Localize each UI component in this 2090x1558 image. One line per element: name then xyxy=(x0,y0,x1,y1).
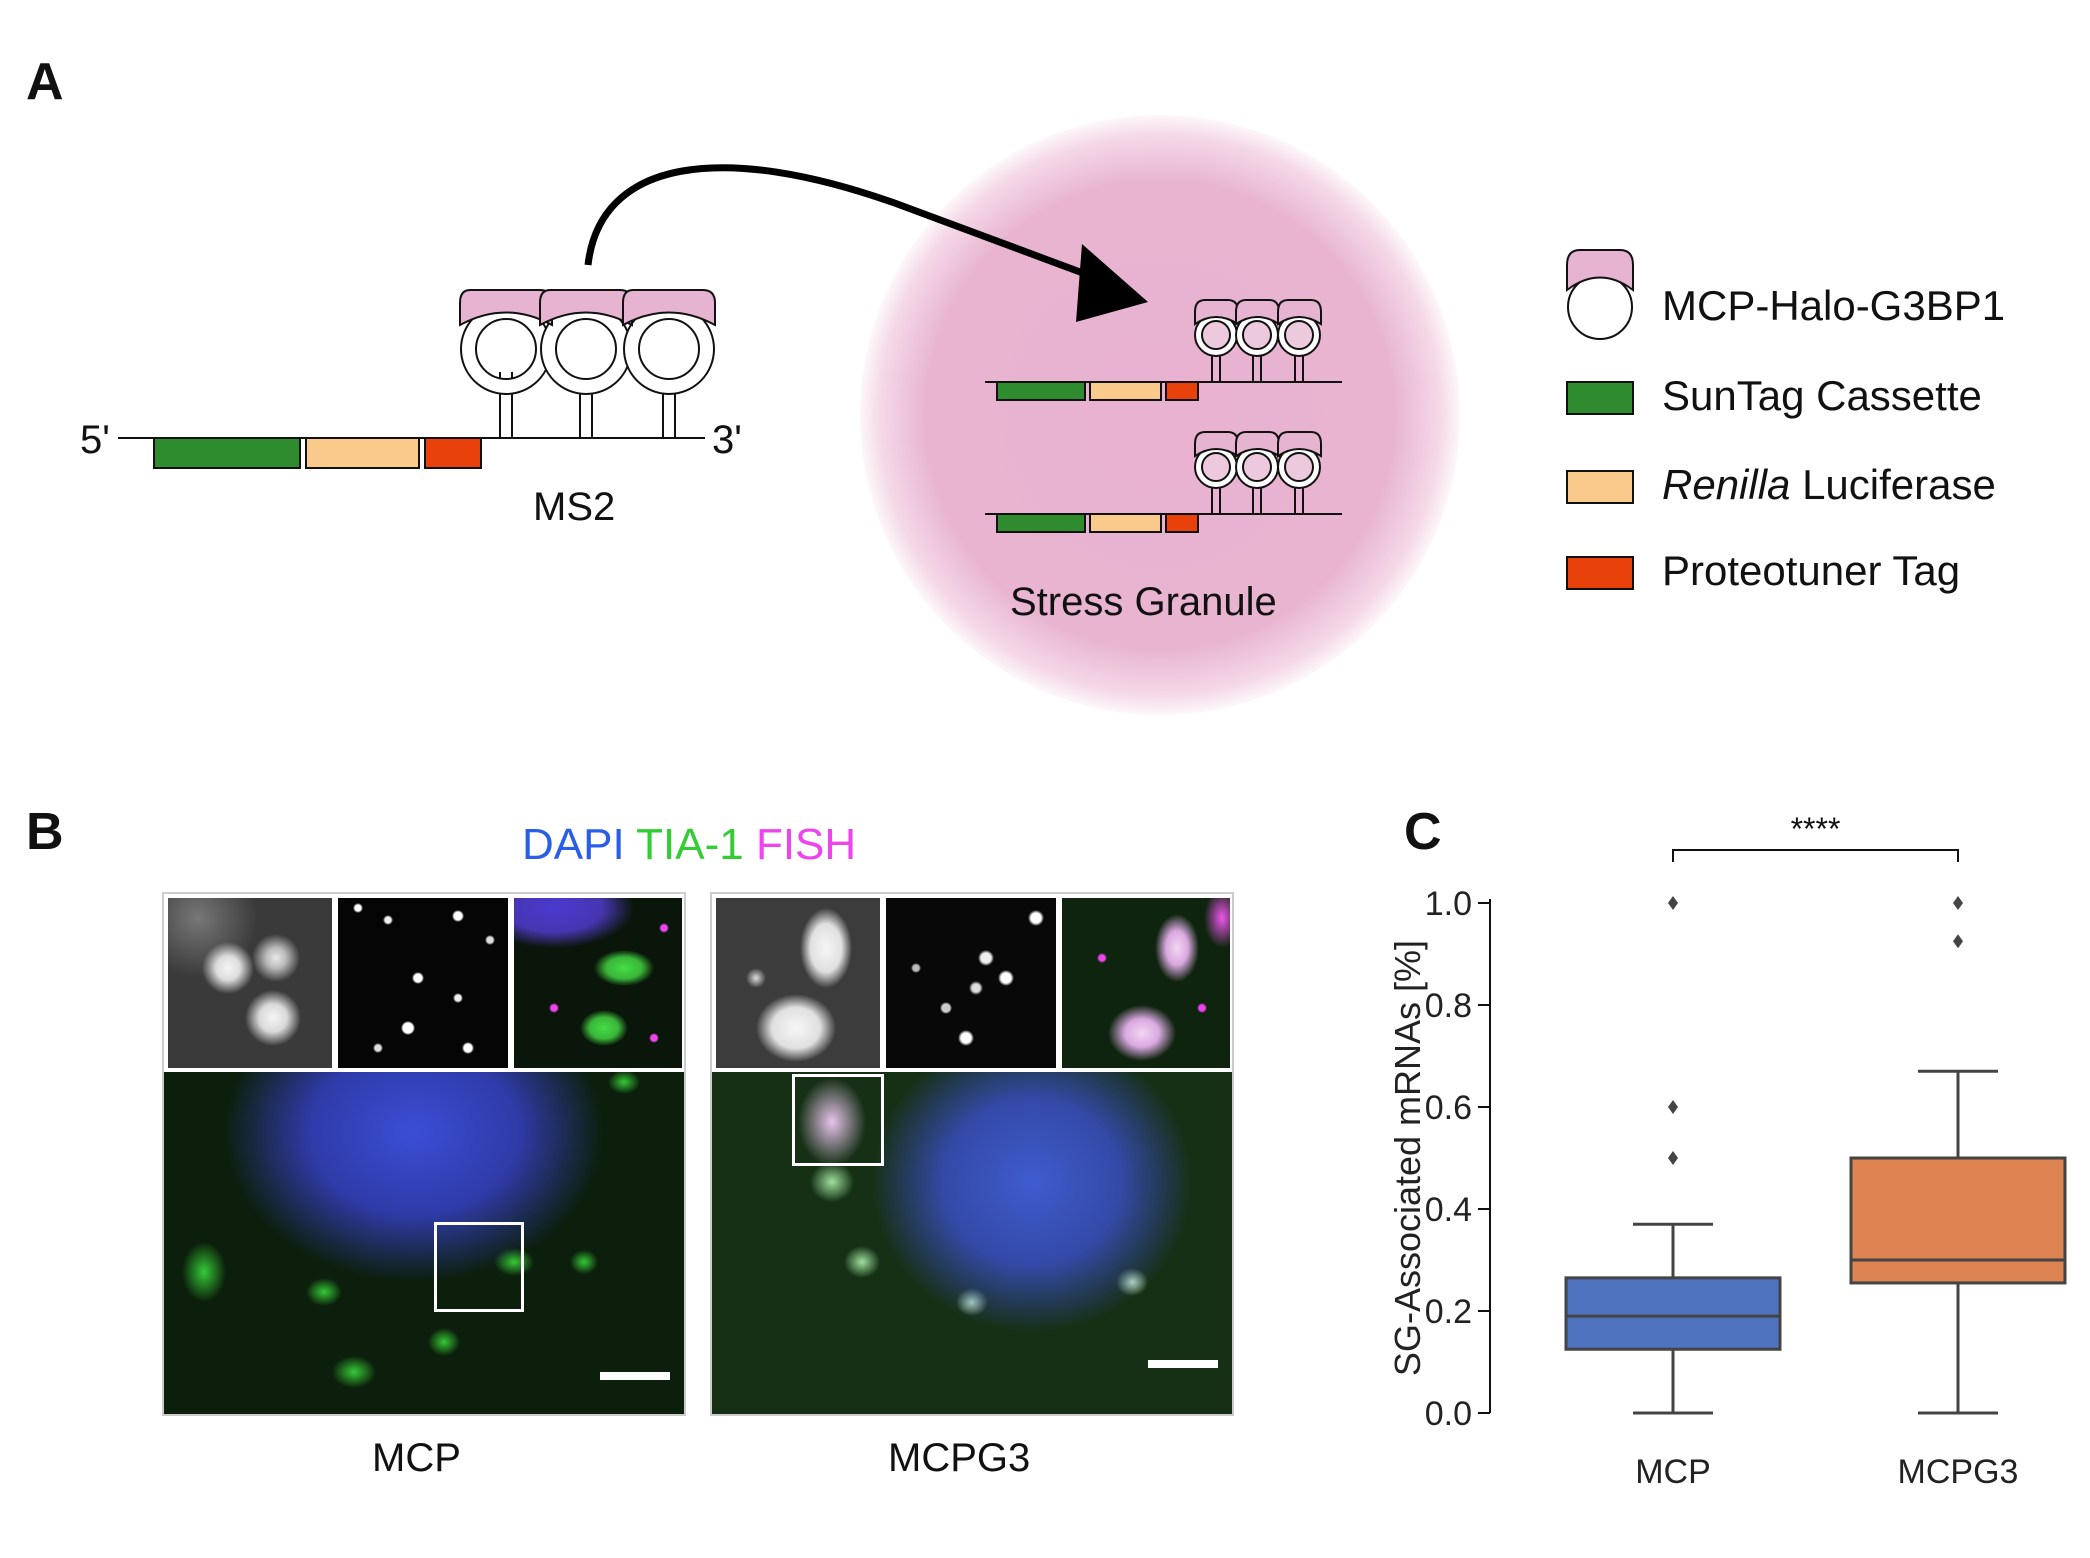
renilla-block xyxy=(305,437,420,469)
outlier-point xyxy=(1953,934,1963,949)
mcp-halo-g3bp1-icon xyxy=(1566,249,1634,340)
five-prime-label: 5' xyxy=(80,418,110,462)
relocation-arrow xyxy=(584,164,1117,289)
legend-swatch-suntag xyxy=(1566,381,1634,415)
y-tick-label: 0.8 xyxy=(1425,987,1472,1025)
y-tick-label: 0.4 xyxy=(1425,1191,1472,1229)
channel-fish: FISH xyxy=(755,820,857,869)
three-prime-label: 3' xyxy=(712,418,742,462)
mcp-halo-g3bp1-group xyxy=(459,289,716,395)
scale-bar-mcp xyxy=(600,1372,670,1380)
outlier-point xyxy=(1668,1151,1678,1165)
granule-mrna-1 xyxy=(985,299,1342,401)
condition-label-mcp: MCP xyxy=(372,1436,461,1480)
y-axis-label: SG-Associated mRNAs [%] xyxy=(1387,940,1428,1376)
outlier-point xyxy=(1668,1100,1678,1114)
legend-item-mcp-halo-g3bp1: MCP-Halo-G3BP1 xyxy=(1662,282,2006,329)
scale-bar-mcpg3 xyxy=(1148,1360,1218,1368)
legend-swatch-proteotuner xyxy=(1566,556,1634,590)
inset-mcp-tia1-gray xyxy=(168,898,332,1068)
stress-granule-circle xyxy=(860,115,1460,715)
significance-bracket xyxy=(1672,849,1959,862)
granule-mrna-2 xyxy=(985,431,1342,533)
main-image-mcp xyxy=(164,1072,684,1414)
significance-label: **** xyxy=(1791,811,1841,847)
channel-dapi: DAPI xyxy=(522,820,625,869)
roi-box-mcpg3 xyxy=(792,1074,884,1166)
legend-item-suntag: SunTag Cassette xyxy=(1662,372,1982,419)
y-tick-label: 0.2 xyxy=(1425,1293,1472,1331)
panel-c-letter: C xyxy=(1404,803,1442,861)
y-tick-label: 0.6 xyxy=(1425,1089,1472,1127)
legend-item-proteotuner: Proteotuner Tag xyxy=(1662,547,1961,594)
inset-mcp-fish-gray xyxy=(338,898,508,1068)
micrograph-mcp xyxy=(162,892,686,1416)
inset-mcpg3-fish-gray xyxy=(886,898,1056,1068)
box-mcp xyxy=(1564,1276,1782,1351)
suntag-block xyxy=(153,437,301,469)
stress-granule-label: Stress Granule xyxy=(1010,580,1277,624)
y-tick-label: 0.0 xyxy=(1425,1395,1472,1433)
construct-diagram xyxy=(118,164,1634,533)
legend-swatch-renilla xyxy=(1566,470,1634,504)
channel-legend: DAPI TIA-1 FISH xyxy=(522,820,856,870)
x-tick-label: MCP xyxy=(1635,1453,1711,1491)
inset-mcpg3-tia1-gray xyxy=(716,898,880,1068)
y-tick-label: 1.0 xyxy=(1425,885,1472,923)
outlier-point xyxy=(1668,896,1678,910)
x-tick-label: MCPG3 xyxy=(1898,1453,2019,1491)
inset-mcp-merge xyxy=(514,898,682,1068)
box-mcpg3 xyxy=(1849,1156,2067,1285)
arrowhead-icon xyxy=(1076,244,1148,322)
roi-box-mcp xyxy=(434,1222,524,1312)
panel-b-letter: B xyxy=(26,803,64,861)
channel-tia1: TIA-1 xyxy=(636,820,744,869)
ms2-label: MS2 xyxy=(533,485,616,529)
micrograph-mcpg3 xyxy=(710,892,1234,1416)
outlier-point xyxy=(1953,896,1963,910)
panel-a-letter: A xyxy=(26,53,64,111)
mrna-construct-main xyxy=(118,289,716,469)
legend-item-renilla: Renilla Luciferase xyxy=(1662,461,1996,508)
boxplot-chart: 0.0 0.2 0.4 0.6 0.8 1.0 SG-Associated mRNAs [%… xyxy=(1387,811,2067,1491)
main-image-mcpg3 xyxy=(712,1072,1232,1414)
condition-label-mcpg3: MCPG3 xyxy=(888,1436,1031,1480)
inset-mcpg3-merge xyxy=(1062,898,1230,1068)
proteotuner-block xyxy=(424,437,482,469)
